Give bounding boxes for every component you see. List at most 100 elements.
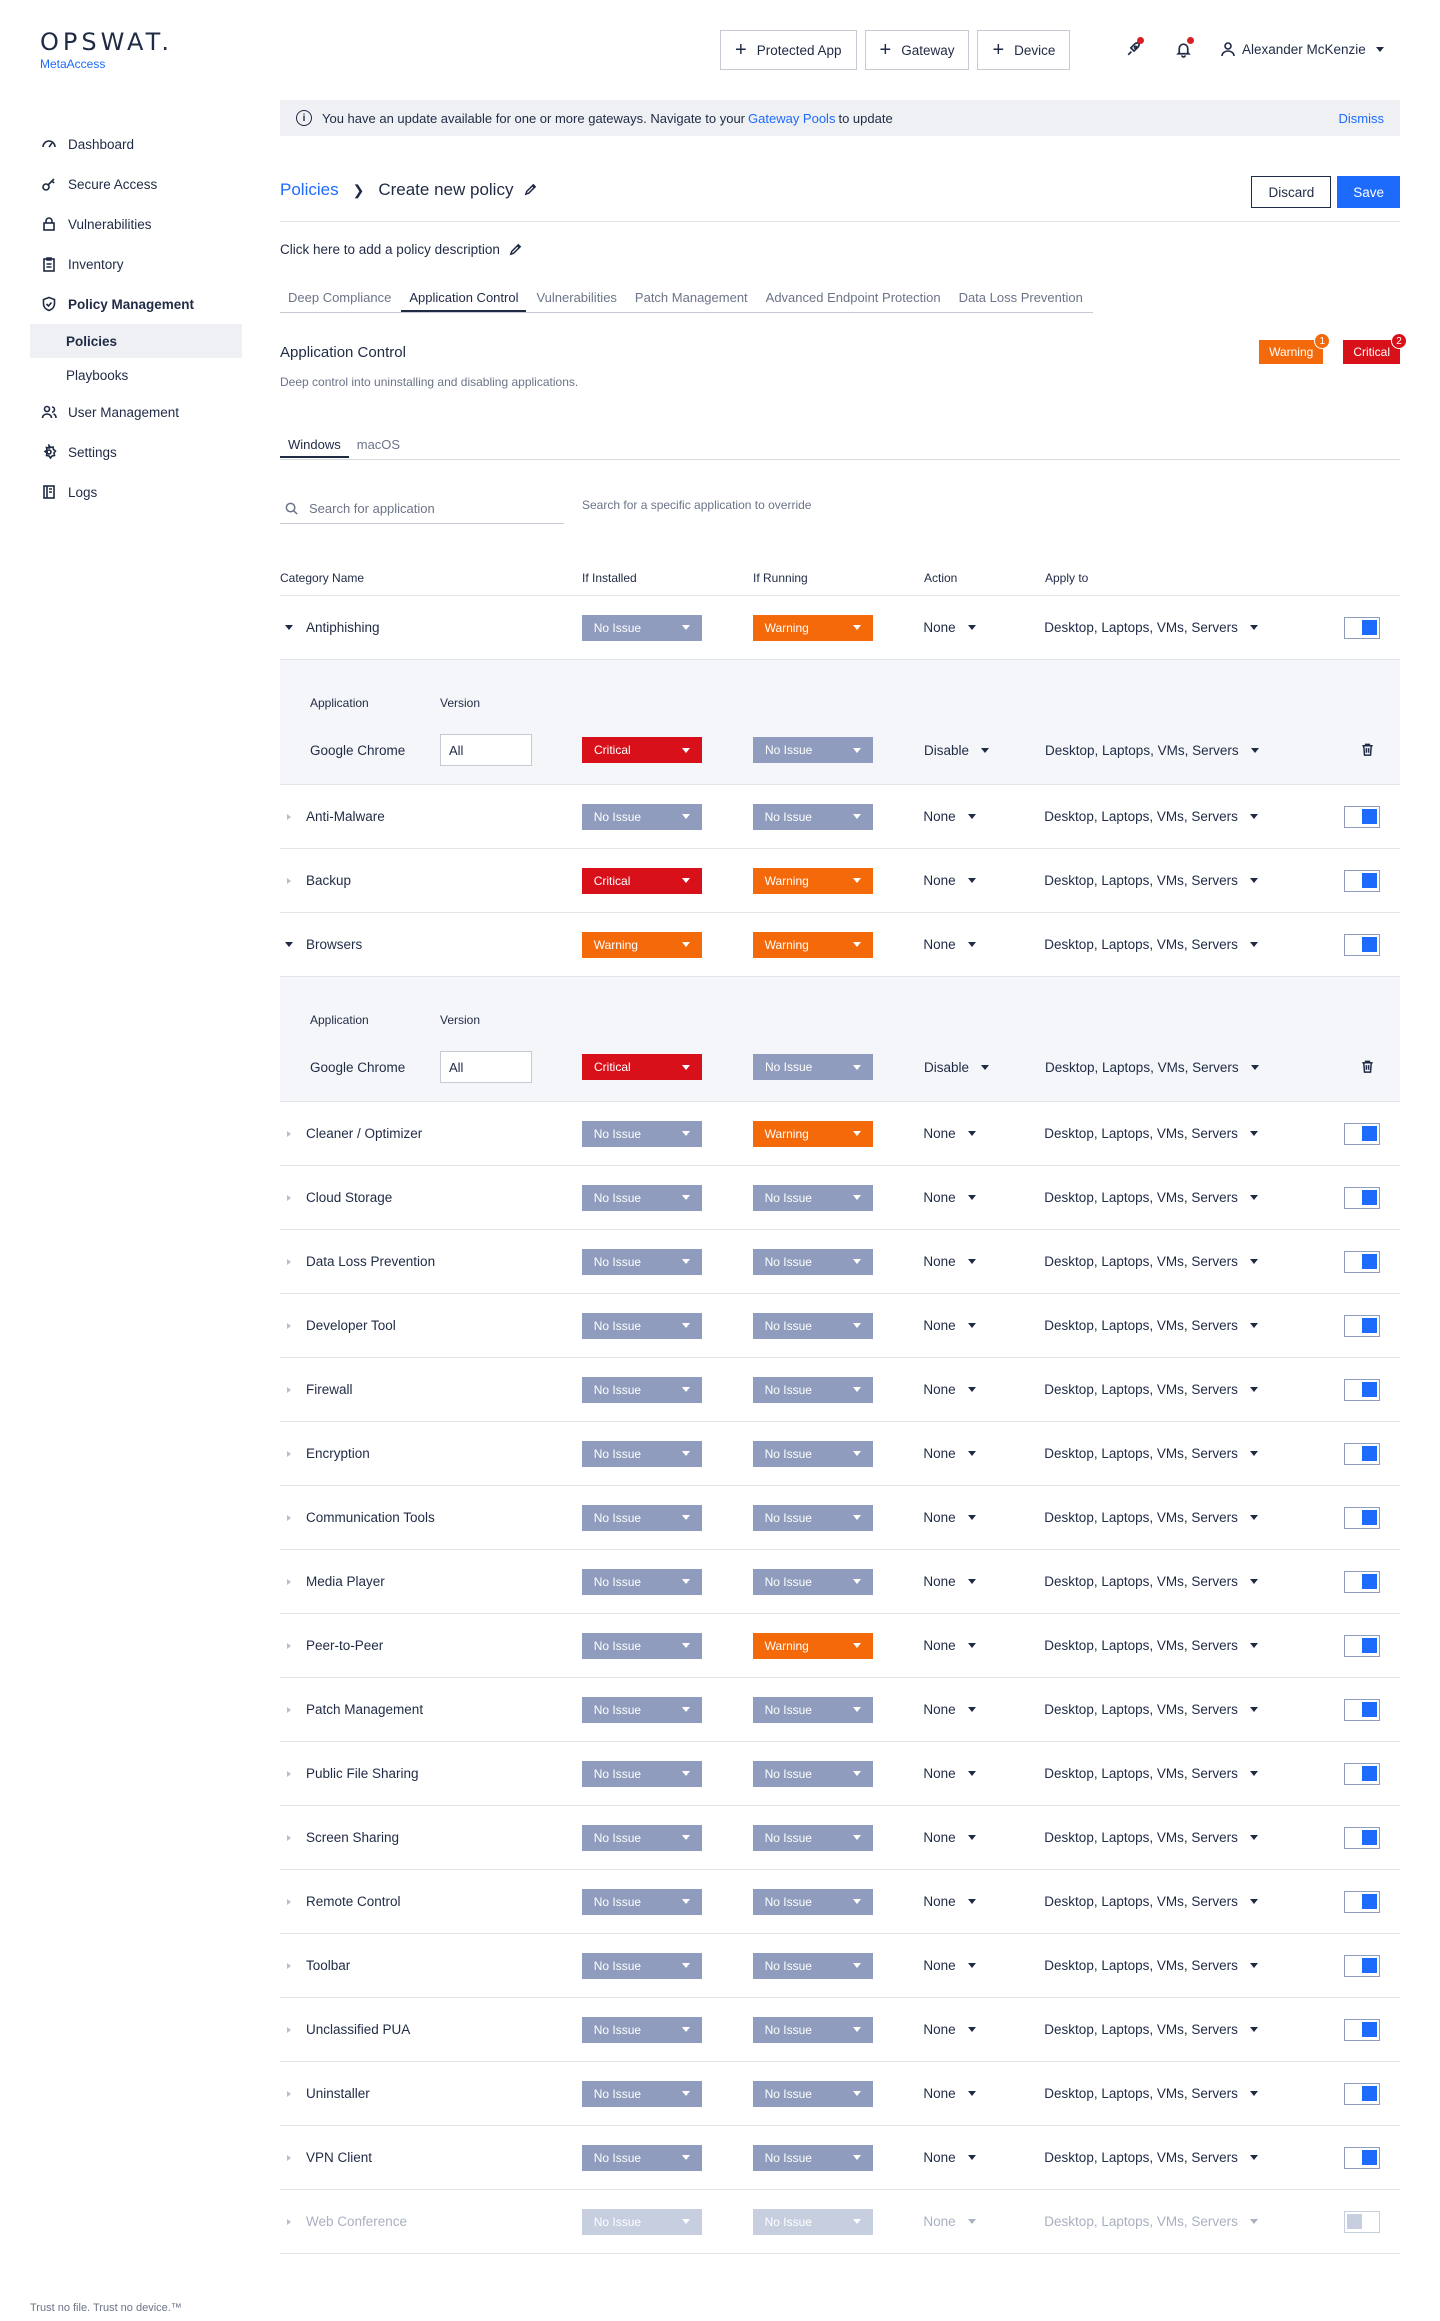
- expand-right-icon[interactable]: [284, 876, 294, 886]
- save-button[interactable]: Save: [1337, 176, 1400, 208]
- if-running-select[interactable]: No Issue: [752, 2016, 873, 2043]
- expand-right-icon[interactable]: [284, 1769, 294, 1779]
- action-select[interactable]: None: [923, 873, 976, 888]
- action-select[interactable]: None: [923, 937, 976, 952]
- expand-right-icon[interactable]: [284, 1193, 294, 1203]
- if-running-select[interactable]: No Issue: [752, 2208, 873, 2235]
- tab-deep-compliance[interactable]: Deep Compliance: [288, 289, 392, 305]
- if-running-select[interactable]: No Issue: [752, 1248, 873, 1275]
- apply-to-select[interactable]: Desktop, Laptops, VMs, Servers: [1044, 620, 1258, 635]
- add-gateway-button[interactable]: + Gateway: [864, 30, 970, 70]
- if-running-select[interactable]: No Issue: [752, 1888, 873, 1915]
- enable-toggle[interactable]: [1344, 1378, 1381, 1401]
- if-installed-select[interactable]: No Issue: [581, 1312, 702, 1339]
- enable-toggle[interactable]: [1344, 1186, 1381, 1209]
- enable-toggle[interactable]: [1344, 805, 1381, 828]
- apply-to-select[interactable]: Desktop, Laptops, VMs, Servers: [1044, 1190, 1258, 1205]
- tab-advanced-endpoint-protection[interactable]: Advanced Endpoint Protection: [765, 289, 941, 305]
- enable-toggle[interactable]: [1344, 1506, 1381, 1529]
- rocket-icon[interactable]: [1120, 36, 1146, 62]
- enable-toggle[interactable]: [1344, 869, 1381, 892]
- tab-data-loss-prevention[interactable]: Data Loss Prevention: [958, 289, 1083, 305]
- if-installed-select[interactable]: No Issue: [581, 2144, 702, 2171]
- if-installed-select[interactable]: No Issue: [581, 1120, 702, 1147]
- apply-to-select[interactable]: Desktop, Laptops, VMs, Servers: [1044, 809, 1258, 824]
- expand-right-icon[interactable]: [284, 1705, 294, 1715]
- apply-to-select[interactable]: Desktop, Laptops, VMs, Servers: [1044, 2214, 1258, 2229]
- enable-toggle[interactable]: [1344, 1762, 1381, 1785]
- if-running-select[interactable]: No Issue: [752, 2080, 873, 2107]
- apply-to-select[interactable]: Desktop, Laptops, VMs, Servers: [1044, 1510, 1258, 1525]
- if-installed-select[interactable]: Critical: [582, 1054, 702, 1080]
- action-select[interactable]: None: [923, 1766, 976, 1781]
- policy-description[interactable]: Click here to add a policy description: [280, 242, 523, 257]
- sidebar-subitem-policies[interactable]: Policies: [30, 324, 242, 358]
- tab-vulnerabilities[interactable]: Vulnerabilities: [536, 289, 617, 305]
- enable-toggle[interactable]: [1344, 1442, 1381, 1465]
- if-running-select[interactable]: Warning: [752, 931, 873, 958]
- action-select[interactable]: None: [923, 1510, 976, 1525]
- if-running-select[interactable]: No Issue: [753, 737, 873, 763]
- tab-windows[interactable]: Windows: [280, 432, 349, 458]
- expand-right-icon[interactable]: [284, 1897, 294, 1907]
- apply-to-select[interactable]: Desktop, Laptops, VMs, Servers: [1044, 1766, 1258, 1781]
- expand-right-icon[interactable]: [284, 1321, 294, 1331]
- gateway-pools-link[interactable]: Gateway Pools: [748, 110, 836, 126]
- enable-toggle[interactable]: [1344, 616, 1381, 639]
- pencil-icon[interactable]: [523, 182, 539, 198]
- enable-toggle[interactable]: [1344, 1954, 1381, 1977]
- expand-right-icon[interactable]: [284, 812, 294, 822]
- action-select[interactable]: None: [923, 1574, 976, 1589]
- tab-patch-management[interactable]: Patch Management: [634, 289, 748, 305]
- sidebar-item-inventory[interactable]: Inventory: [30, 244, 242, 284]
- apply-to-select[interactable]: Desktop, Laptops, VMs, Servers: [1044, 873, 1258, 888]
- expand-right-icon[interactable]: [284, 2153, 294, 2163]
- enable-toggle[interactable]: [1344, 2210, 1381, 2233]
- action-select[interactable]: None: [923, 1702, 976, 1717]
- apply-to-select[interactable]: Desktop, Laptops, VMs, Servers: [1044, 1958, 1258, 1973]
- apply-to-select[interactable]: Desktop, Laptops, VMs, Servers: [1044, 2022, 1258, 2037]
- expand-right-icon[interactable]: [284, 2217, 294, 2227]
- trash-icon[interactable]: [1360, 1059, 1376, 1075]
- enable-toggle[interactable]: [1344, 1634, 1381, 1657]
- if-installed-select[interactable]: No Issue: [581, 1696, 702, 1723]
- action-select[interactable]: None: [923, 1638, 976, 1653]
- tab-macos[interactable]: macOS: [356, 436, 401, 452]
- if-installed-select[interactable]: No Issue: [581, 1248, 702, 1275]
- if-running-select[interactable]: Warning: [752, 614, 873, 641]
- if-installed-select[interactable]: No Issue: [581, 2080, 702, 2107]
- if-installed-select[interactable]: Critical: [581, 867, 702, 894]
- tab-application-control[interactable]: Application Control: [401, 284, 527, 312]
- if-installed-select[interactable]: No Issue: [581, 1760, 702, 1787]
- apply-to-select[interactable]: Desktop, Laptops, VMs, Servers: [1044, 1894, 1258, 1909]
- apply-to-select[interactable]: Desktop, Laptops, VMs, Servers: [1044, 1574, 1258, 1589]
- if-running-select[interactable]: No Issue: [752, 1440, 873, 1467]
- add-device-button[interactable]: + Device: [977, 30, 1071, 70]
- bell-icon[interactable]: [1170, 36, 1196, 62]
- apply-to-select[interactable]: Desktop, Laptops, VMs, Servers: [1044, 1702, 1258, 1717]
- action-select[interactable]: None: [923, 1254, 976, 1269]
- enable-toggle[interactable]: [1344, 2082, 1381, 2105]
- trash-icon[interactable]: [1360, 742, 1376, 758]
- enable-toggle[interactable]: [1344, 1122, 1381, 1145]
- sidebar-item-vulnerabilities[interactable]: Vulnerabilities: [30, 204, 242, 244]
- expand-right-icon[interactable]: [284, 2025, 294, 2035]
- apply-to-select[interactable]: Desktop, Laptops, VMs, Servers: [1044, 1638, 1258, 1653]
- if-installed-select[interactable]: No Issue: [581, 1632, 702, 1659]
- sidebar-item-secure-access[interactable]: Secure Access: [30, 164, 242, 204]
- apply-to-select[interactable]: Desktop, Laptops, VMs, Servers: [1044, 2150, 1258, 2165]
- enable-toggle[interactable]: [1344, 933, 1381, 956]
- action-select[interactable]: None: [923, 1382, 976, 1397]
- breadcrumb-policies[interactable]: Policies: [280, 180, 339, 199]
- action-select[interactable]: None: [923, 620, 976, 635]
- action-select[interactable]: None: [923, 2150, 976, 2165]
- sidebar-subitem-playbooks[interactable]: Playbooks: [66, 367, 129, 383]
- enable-toggle[interactable]: [1344, 2146, 1381, 2169]
- enable-toggle[interactable]: [1344, 2018, 1381, 2041]
- expand-right-icon[interactable]: [284, 1577, 294, 1587]
- if-installed-select[interactable]: No Issue: [581, 1504, 702, 1531]
- expand-right-icon[interactable]: [284, 1449, 294, 1459]
- enable-toggle[interactable]: [1344, 1314, 1381, 1337]
- sidebar-item-user-management[interactable]: User Management: [30, 392, 242, 432]
- action-select[interactable]: None: [923, 809, 976, 824]
